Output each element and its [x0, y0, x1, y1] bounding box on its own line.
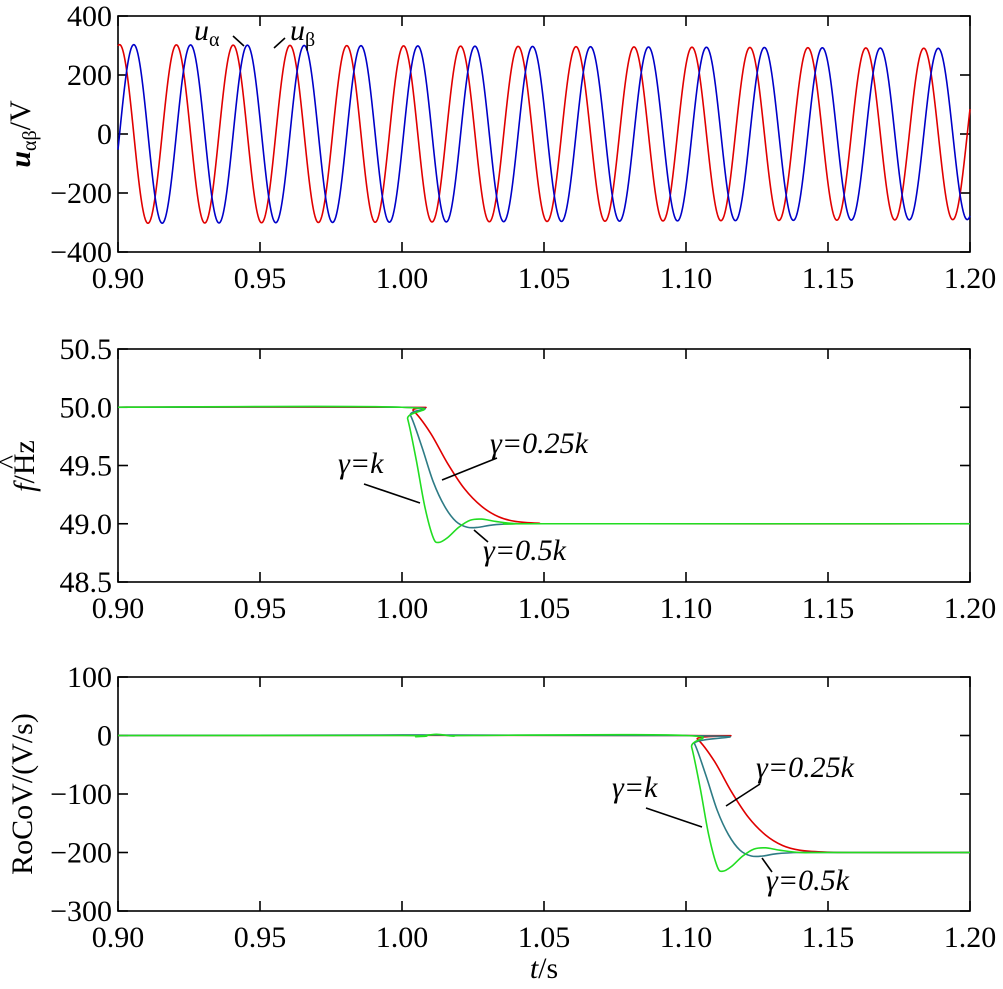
panel-frequency-xtick-label: 0.95: [234, 592, 287, 625]
label-gamma-05k-bot: γ=0.5k: [766, 864, 850, 897]
panel-rocov-ytick-label: −200: [50, 837, 112, 870]
panel-frequency: 0.90 0.95 1.00 1.05 1.10 1.15 1.20 50.5 50.0 49.…: [0, 333, 996, 625]
panel-voltage-xtick-label: 0.90: [92, 262, 145, 295]
panel-frequency-ylabel: f/Hz: [8, 440, 41, 492]
panel-frequency-xtick-label: 1.05: [518, 592, 571, 625]
panel-frequency-ytick-label: 50.5: [60, 333, 113, 366]
x-axis-label: t/s: [530, 952, 558, 985]
panel-voltage-series-1: [117, 43, 971, 224]
panel-frequency-ytick-label: 48.5: [60, 566, 113, 599]
panel-frequency-xtick-labels: 0.90 0.95 1.00 1.05 1.10 1.15 1.20: [92, 592, 997, 625]
panel-voltage-xtick-labels: 0.90 0.95 1.00 1.05 1.10 1.15 1.20: [92, 262, 997, 295]
panel-rocov-ylabel: RoCoV/(V/s): [6, 713, 39, 875]
panel-voltage-ticks: [117, 15, 971, 253]
panel-frequency-ytick-label: 49.5: [60, 450, 113, 483]
leader-gamma-05k-mid: [473, 529, 489, 543]
panel-rocov-series: [117, 733, 971, 873]
panel-rocov-ytick-label: 0: [97, 720, 112, 753]
panel-frequency-series: [117, 405, 971, 544]
label-gamma-k-bot: γ=k: [612, 771, 658, 804]
leader-gamma-025k-mid: [441, 457, 498, 481]
panel-voltage-series-0: [117, 43, 971, 225]
panel-voltage-xtick-label: 1.15: [802, 262, 855, 295]
panel-frequency-series-2: [117, 405, 970, 544]
panel-rocov-xtick-label: 0.95: [234, 921, 287, 954]
panel-rocov: 0.90 0.95 1.00 1.05 1.10 1.15 1.20 100 0 −100 −20…: [6, 661, 996, 985]
panel-rocov-xtick-label: 0.90: [92, 921, 145, 954]
label-u-alpha: uα: [194, 14, 220, 51]
panel-voltage-ytick-label: 0: [97, 118, 112, 151]
leader-gamma-05k-bot: [761, 857, 773, 873]
panel-frequency-ylabel-hat: ^: [0, 455, 25, 469]
panel-rocov-xtick-label: 1.20: [944, 921, 997, 954]
panel-voltage-xtick-label: 1.20: [944, 262, 997, 295]
panel-frequency-ytick-label: 49.0: [60, 508, 113, 541]
panel-rocov-series-2: [117, 733, 970, 873]
panel-frequency-xtick-label: 1.15: [802, 592, 855, 625]
panel-rocov-xtick-label: 1.15: [802, 921, 855, 954]
panel-voltage-xtick-label: 0.95: [234, 262, 287, 295]
panel-rocov-xtick-label: 1.00: [376, 921, 429, 954]
leader-gamma-025k-bot: [725, 783, 761, 807]
panel-rocov-ytick-label: −100: [50, 778, 112, 811]
panel-voltage-ytick-label: 200: [67, 59, 112, 92]
panel-voltage-ytick-label: 400: [67, 0, 112, 33]
leader-gamma-k-bot: [645, 807, 703, 828]
panel-frequency-xtick-label: 0.90: [92, 592, 145, 625]
panel-rocov-xtick-labels: 0.90 0.95 1.00 1.05 1.10 1.15 1.20: [92, 921, 997, 954]
panel-frequency-series-1: [117, 405, 970, 529]
panel-frequency-xtick-label: 1.10: [660, 592, 713, 625]
panel-frequency-xtick-label: 1.00: [376, 592, 429, 625]
panel-voltage-ytick-label: −200: [50, 177, 112, 210]
panel-voltage: 0.90 0.95 1.00 1.05 1.10 1.15 1.20 400 200 0 −200…: [4, 0, 996, 295]
panel-frequency-xtick-label: 1.20: [944, 592, 997, 625]
panel-voltage-ylabel: uαβ/V: [4, 100, 41, 168]
label-gamma-025k-mid: γ=0.25k: [490, 427, 589, 460]
label-gamma-k-mid: γ=k: [338, 447, 384, 480]
label-gamma-025k-bot: γ=0.25k: [756, 751, 855, 784]
panel-rocov-ytick-label: 100: [67, 661, 112, 694]
panel-voltage-xtick-label: 1.05: [518, 262, 571, 295]
leader-u-alpha: [232, 35, 245, 47]
panel-frequency-ytick-label: 50.0: [60, 391, 113, 424]
panel-voltage-ytick-labels: 400 200 0 −200 −400: [50, 0, 112, 269]
panel-voltage-xtick-label: 1.00: [376, 262, 429, 295]
leader-gamma-k-mid: [363, 483, 421, 504]
panel-frequency-ticks: [117, 348, 971, 583]
panel-rocov-xtick-label: 1.10: [660, 921, 713, 954]
panel-rocov-ytick-labels: 100 0 −100 −200 −300: [50, 661, 112, 928]
panel-voltage-xtick-label: 1.10: [660, 262, 713, 295]
label-gamma-05k-mid: γ=0.5k: [483, 534, 567, 567]
panel-voltage-ytick-label: −400: [50, 236, 112, 269]
leader-u-beta: [273, 37, 286, 49]
panel-rocov-ytick-label: −300: [50, 895, 112, 928]
panel-rocov-xtick-label: 1.05: [518, 921, 571, 954]
panel-frequency-ytick-labels: 50.5 50.0 49.5 49.0 48.5: [60, 333, 113, 599]
panel-voltage-series: [117, 43, 971, 225]
panel-frequency-series-0: [117, 406, 971, 525]
label-u-beta: uβ: [290, 14, 315, 51]
